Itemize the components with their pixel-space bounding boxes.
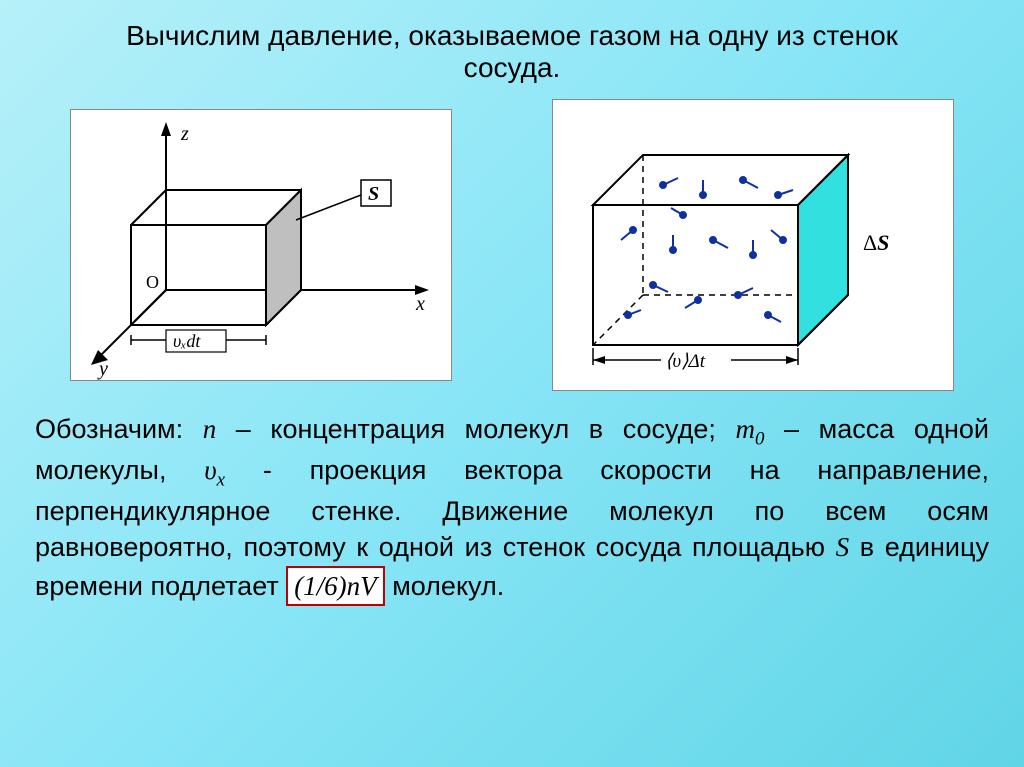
s-leader-line bbox=[296, 195, 361, 220]
dim-label: υₓdt bbox=[173, 331, 201, 351]
body-t2: – концентрация молекул в сосуде; bbox=[216, 414, 735, 444]
cube-back-edge-d bbox=[593, 295, 643, 345]
diagrams-row: z x y O bbox=[0, 94, 1024, 406]
body-t1: Обозначим: bbox=[35, 414, 203, 444]
formula-box: (1/6)nV bbox=[286, 566, 384, 606]
diagram-right-svg: ΔS ⟨υ⟩Δt bbox=[553, 100, 953, 390]
z-axis-arrow bbox=[161, 122, 171, 136]
slide: Вычислим давление, оказываемое газом на … bbox=[0, 0, 1024, 767]
cube-face-s bbox=[266, 190, 301, 325]
body-t6: молекул. bbox=[392, 571, 504, 601]
title-line-2: сосуда. bbox=[464, 52, 561, 83]
var-n: n bbox=[203, 414, 217, 444]
origin-label: O bbox=[146, 272, 159, 292]
dim-arrow-left bbox=[593, 356, 605, 364]
cube-face-ds bbox=[798, 155, 848, 345]
cube-front-face-r bbox=[593, 205, 798, 345]
molecules-group bbox=[621, 177, 793, 322]
z-axis-label: z bbox=[180, 123, 189, 145]
diagram-left-svg: z x y O bbox=[71, 110, 451, 380]
cube-edge-4 bbox=[131, 290, 166, 325]
title-line-1: Вычислим давление, оказываемое газом на … bbox=[126, 20, 898, 51]
slide-title: Вычислим давление, оказываемое газом на … bbox=[0, 0, 1024, 94]
var-m0-m: m bbox=[736, 414, 756, 444]
dim-label-r: ⟨υ⟩Δt bbox=[665, 351, 706, 372]
cube-edge-1 bbox=[131, 190, 166, 225]
x-axis-label: x bbox=[415, 293, 425, 315]
diagram-right-cube-molecules: ΔS ⟨υ⟩Δt bbox=[552, 99, 954, 391]
s-label: S bbox=[368, 183, 379, 205]
ds-label: ΔS bbox=[863, 230, 889, 255]
y-axis-label: y bbox=[97, 358, 108, 380]
var-vx-x: x bbox=[217, 469, 225, 490]
diagram-left-cube-axes: z x y O bbox=[70, 109, 452, 381]
dim-arrow-right bbox=[786, 356, 798, 364]
body-paragraph: Обозначим: n – концентрация молекул в со… bbox=[0, 406, 1024, 626]
var-s: S bbox=[836, 532, 850, 562]
var-vx-v: υ bbox=[204, 455, 216, 485]
